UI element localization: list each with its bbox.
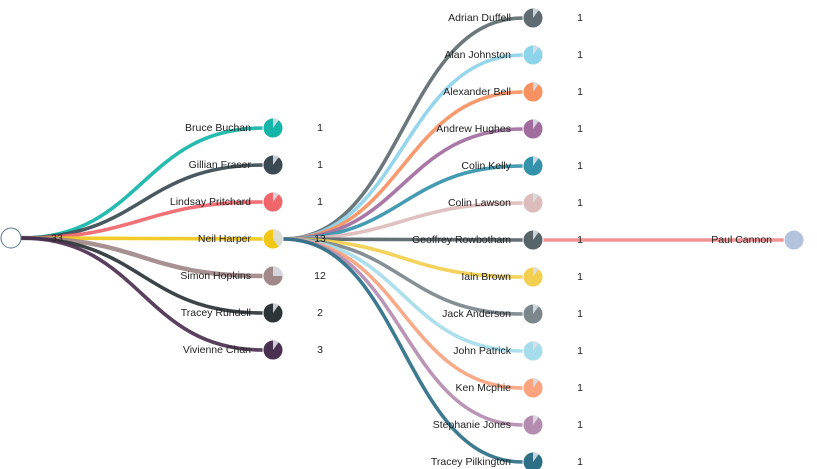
node-l2-0-wedge — [533, 8, 539, 18]
node-l2-2[interactable] — [522, 81, 544, 103]
link-root-to-l1-2 — [20, 200, 264, 240]
tree-labels: 33 Bruce Buchan 1 Gillian Fraser 1 Lindsay Pr… — [51, 12, 772, 468]
node-l2-count-11: 1 — [577, 419, 583, 431]
node-l1-0-wedge — [273, 118, 279, 128]
node-l1-label-0: Bruce Buchan — [185, 122, 251, 134]
node-l2-10[interactable] — [522, 377, 544, 399]
node-l2-count-8: 1 — [577, 308, 583, 320]
node-l2-12[interactable] — [522, 451, 544, 469]
node-l1-count-3: 13 — [314, 233, 326, 245]
node-l1-2[interactable] — [262, 191, 284, 213]
node-l2-7-wedge — [533, 267, 539, 277]
node-l2-label-4: Colin Kelly — [461, 160, 511, 172]
node-l1-5[interactable] — [262, 302, 284, 324]
node-l2-11-wedge — [533, 415, 539, 425]
node-l2-10-wedge — [533, 378, 539, 388]
node-l3-0-disc — [783, 229, 805, 251]
node-l1-label-4: Simon Hopkins — [180, 270, 251, 282]
node-l1-1-wedge — [273, 155, 279, 165]
node-l2-count-5: 1 — [577, 197, 583, 209]
node-l2-count-6: 1 — [577, 234, 583, 246]
node-l2-count-7: 1 — [577, 271, 583, 283]
node-l1-label-3: Neil Harper — [198, 233, 252, 245]
node-l2-12-wedge — [533, 452, 539, 462]
node-l2-7[interactable] — [522, 266, 544, 288]
node-l2-count-10: 1 — [577, 382, 583, 394]
node-l3-0[interactable] — [783, 229, 805, 251]
node-l1-label-6: Vivienne Chan — [183, 344, 251, 356]
node-l1-6-wedge — [273, 340, 279, 350]
node-l2-4[interactable] — [522, 155, 544, 177]
node-l2-9[interactable] — [522, 340, 544, 362]
tree-links — [20, 16, 784, 464]
root-count: 33 — [51, 232, 63, 244]
node-l2-1[interactable] — [522, 44, 544, 66]
node-l2-8-wedge — [533, 304, 539, 314]
node-l1-4-wedge — [273, 266, 283, 276]
node-l2-6[interactable] — [522, 229, 544, 251]
node-l1-5-wedge — [273, 303, 279, 313]
root-node[interactable] — [0, 227, 22, 249]
node-l2-5[interactable] — [522, 192, 544, 214]
node-l1-label-2: Lindsay Pritchard — [170, 196, 251, 208]
node-l2-0[interactable] — [522, 7, 544, 29]
node-l2-1-wedge — [533, 45, 539, 55]
node-l2-label-9: John Patrick — [453, 345, 512, 357]
node-l2-label-11: Stephanie Jones — [433, 419, 511, 431]
node-l1-count-6: 3 — [317, 344, 323, 356]
link-root-to-l1-0 — [20, 126, 264, 240]
node-l2-count-1: 1 — [577, 49, 583, 61]
node-l2-3[interactable] — [522, 118, 544, 140]
link-l1-to-l2-2 — [282, 90, 524, 241]
node-l1-label-1: Gillian Fraser — [189, 159, 252, 171]
node-l1-count-5: 2 — [317, 307, 323, 319]
node-l2-count-4: 1 — [577, 160, 583, 172]
node-l2-count-0: 1 — [577, 12, 583, 24]
node-l1-0[interactable] — [262, 117, 284, 139]
link-l1-to-l2-3 — [282, 127, 524, 241]
node-l2-3-wedge — [533, 118, 539, 129]
node-l3-label-0: Paul Cannon — [711, 234, 772, 246]
node-l2-count-9: 1 — [577, 345, 583, 357]
node-l1-1[interactable] — [262, 154, 284, 176]
node-l2-label-1: Alan Johnston — [444, 49, 511, 61]
node-l2-label-6: Geoffrey Rowbotham — [412, 234, 511, 246]
node-l2-9-wedge — [533, 341, 539, 351]
node-l2-4-wedge — [533, 156, 539, 166]
link-l1-to-l2-5 — [282, 201, 524, 241]
node-l1-count-4: 12 — [314, 270, 326, 282]
node-l2-label-8: Jack Anderson — [442, 308, 511, 320]
node-l2-label-10: Ken Mcphie — [456, 382, 512, 394]
node-l2-label-2: Alexander Bell — [443, 86, 511, 98]
node-l1-2-wedge — [273, 192, 279, 202]
node-l2-label-3: Andrew Hughes — [436, 123, 511, 135]
link-root-to-l1-6 — [20, 236, 264, 352]
node-l1-4[interactable] — [262, 265, 284, 287]
node-l2-count-3: 1 — [577, 123, 583, 135]
node-l2-label-5: Colin Lawson — [448, 197, 511, 209]
node-l2-label-12: Tracey Pilkington — [431, 456, 511, 468]
node-l2-label-0: Adrian Duffell — [448, 12, 511, 24]
node-l1-3-wedge — [273, 229, 283, 248]
node-l2-11[interactable] — [522, 414, 544, 436]
node-l1-6[interactable] — [262, 339, 284, 361]
node-l2-2-wedge — [533, 82, 539, 92]
node-l1-count-2: 1 — [317, 196, 323, 208]
node-l2-count-12: 1 — [577, 456, 583, 468]
node-l2-label-7: Iain Brown — [461, 271, 511, 283]
node-l2-count-2: 1 — [577, 86, 583, 98]
node-l2-5-wedge — [533, 193, 539, 203]
tree-nodes — [0, 7, 805, 469]
node-l2-6-wedge — [533, 230, 539, 240]
node-l2-8[interactable] — [522, 303, 544, 325]
link-l1-to-l2-1 — [282, 53, 524, 241]
node-l1-label-5: Tracey Rundell — [181, 307, 251, 319]
root-node-disc — [0, 227, 22, 249]
node-l1-3[interactable] — [262, 228, 284, 250]
node-l1-count-1: 1 — [317, 159, 323, 171]
node-l1-count-0: 1 — [317, 122, 323, 134]
link-l1-to-l2-11 — [282, 237, 524, 427]
link-l1-to-l2-12 — [282, 237, 524, 464]
